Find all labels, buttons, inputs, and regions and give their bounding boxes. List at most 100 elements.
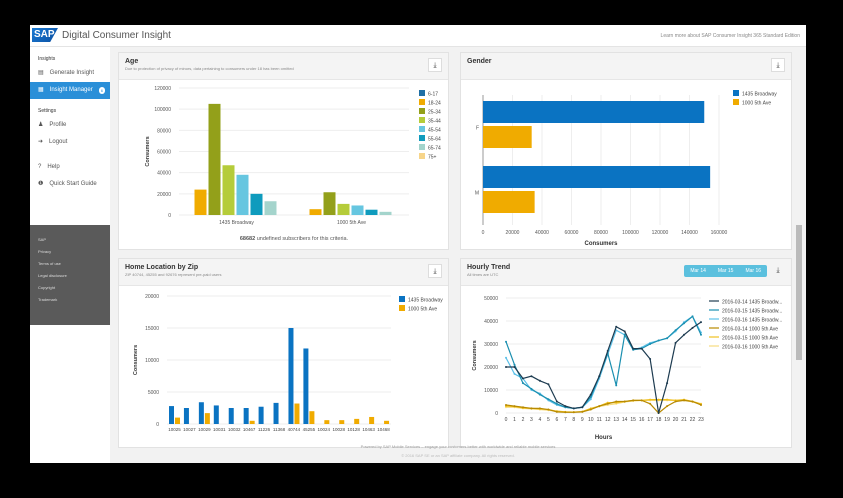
data-point: [572, 411, 575, 414]
legend-swatch: [399, 296, 405, 302]
footer-link[interactable]: Terms of use: [38, 261, 61, 266]
bar: [483, 191, 535, 213]
day-button-mar16[interactable]: Mar 16: [745, 268, 761, 274]
x-tick-label: 10: [588, 417, 594, 423]
download-button[interactable]: ⤓: [428, 264, 442, 278]
bar: [258, 406, 264, 424]
y-tick-label: 40000: [157, 171, 171, 177]
x-tick-label: 10027: [183, 427, 196, 432]
data-point: [674, 329, 677, 332]
criteria-note: 68682 undefined subscribers for this cri…: [240, 236, 349, 242]
gender-chart: 0 20000 40000 60000 80000 100000 120000 140000 1…: [475, 90, 777, 247]
bar: [236, 174, 249, 215]
data-point: [640, 399, 643, 402]
x-tick-label: 18: [656, 417, 662, 423]
data-point: [657, 412, 660, 414]
x-tick-label: 12: [605, 417, 611, 423]
x-tick-label: 1: [513, 417, 516, 423]
panel-subtitle: ZIP 40744, 45255 and 92676 represent pre…: [125, 272, 222, 277]
legend-swatch: [419, 99, 425, 105]
sidebar-item-profile[interactable]: ♟ Profile: [30, 117, 110, 134]
day-button-mar14[interactable]: Mar 14: [690, 268, 706, 274]
legend-label: 1435 Broadway: [408, 298, 443, 304]
data-point: [657, 339, 660, 342]
data-point: [606, 349, 609, 352]
data-point: [691, 315, 694, 318]
x-axis-title: Hours: [595, 435, 613, 441]
data-point: [538, 393, 541, 396]
data-point: [521, 382, 524, 385]
bar: [204, 413, 210, 424]
bar: [324, 420, 330, 424]
data-point: [700, 403, 702, 406]
learn-more-link[interactable]: Learn more about SAP Consumer Insight 36…: [660, 33, 800, 39]
footer-link[interactable]: Copyright: [38, 285, 56, 290]
sidebar-item-label: Help: [47, 164, 60, 170]
scrollbar[interactable]: [796, 225, 802, 360]
sidebar-item-insight-manager[interactable]: ▦ Insight Manager 6: [30, 82, 110, 99]
x-tick-label: 2: [522, 417, 525, 423]
x-tick-label: 10031: [213, 427, 226, 432]
y-axis-title: Consumers: [133, 345, 139, 375]
x-tick-label: 140000: [681, 230, 698, 236]
x-tick-label: 0: [482, 230, 485, 236]
download-button[interactable]: ⤓: [771, 58, 785, 72]
x-tick-label: 1000 5th Ave: [337, 220, 366, 226]
x-tick-label: 1435 Broadway: [219, 220, 254, 226]
sidebar-footer: SAP Privacy Terms of use Legal disclosur…: [30, 225, 110, 325]
download-button[interactable]: ⤓: [428, 58, 442, 72]
x-tick-label: 7: [564, 417, 567, 423]
data-point: [623, 400, 626, 403]
x-tick-label: 3: [530, 417, 533, 423]
data-point: [530, 375, 533, 378]
bar: [323, 192, 336, 215]
data-point: [606, 402, 609, 405]
footer-link[interactable]: Trademark: [38, 297, 58, 302]
bar: [273, 402, 279, 424]
x-tick-label: 80000: [594, 230, 608, 236]
y-tick-label: 60000: [157, 150, 171, 156]
data-point: [505, 356, 507, 359]
legend-label: 2016-03-16 1435 Broadw...: [722, 318, 782, 324]
data-point: [649, 402, 652, 405]
count-badge: 6: [98, 87, 105, 94]
top-bar: SAP Digital Consumer Insight Learn more …: [30, 25, 806, 47]
bar: [183, 408, 189, 424]
y-tick-label: M: [475, 191, 479, 197]
bar: [337, 203, 350, 215]
user-icon: ♟: [38, 122, 44, 128]
document-icon: ▤: [38, 70, 44, 76]
y-axis-title: Consumers: [145, 136, 151, 166]
data-point: [538, 379, 541, 382]
sidebar-item-quick-start[interactable]: ❶ Quick Start Guide: [30, 176, 110, 193]
legend-swatch: [419, 153, 425, 159]
bar: [198, 402, 204, 424]
data-point: [649, 357, 652, 360]
footer-copyright: © 2016 SAP SE or an SAP affiliate compan…: [401, 453, 515, 458]
day-button-mar15[interactable]: Mar 15: [717, 268, 734, 274]
x-axis-title: Consumers: [584, 241, 618, 247]
y-tick-label: 120000: [154, 86, 171, 92]
sidebar-item-help[interactable]: ? Help: [30, 159, 110, 176]
undefined-text: undefined subscribers for this criteria.: [255, 236, 348, 242]
footer-link[interactable]: Legal disclosure: [38, 273, 67, 278]
x-tick-label: 10028: [332, 427, 345, 432]
footer-link[interactable]: SAP: [38, 237, 47, 242]
download-button[interactable]: ⤓: [776, 267, 780, 274]
bar: [264, 201, 277, 215]
legend-label: 2016-03-14 1435 Broadw...: [722, 300, 782, 306]
bar: [354, 418, 360, 424]
data-point: [530, 407, 533, 410]
x-tick-label: 10468: [377, 427, 390, 432]
bar: [384, 420, 390, 424]
sidebar-item-logout[interactable]: ➜ Logout: [30, 134, 110, 151]
sidebar-item-generate-insight[interactable]: ▤ Generate Insight: [30, 65, 110, 82]
data-point: [513, 372, 516, 375]
sap-logo[interactable]: SAP: [32, 28, 58, 42]
footer-link[interactable]: Privacy: [38, 249, 52, 254]
x-tick-label: 10467: [243, 427, 256, 432]
x-tick-label: 100000: [622, 230, 639, 236]
x-tick-label: 10032: [228, 427, 241, 432]
